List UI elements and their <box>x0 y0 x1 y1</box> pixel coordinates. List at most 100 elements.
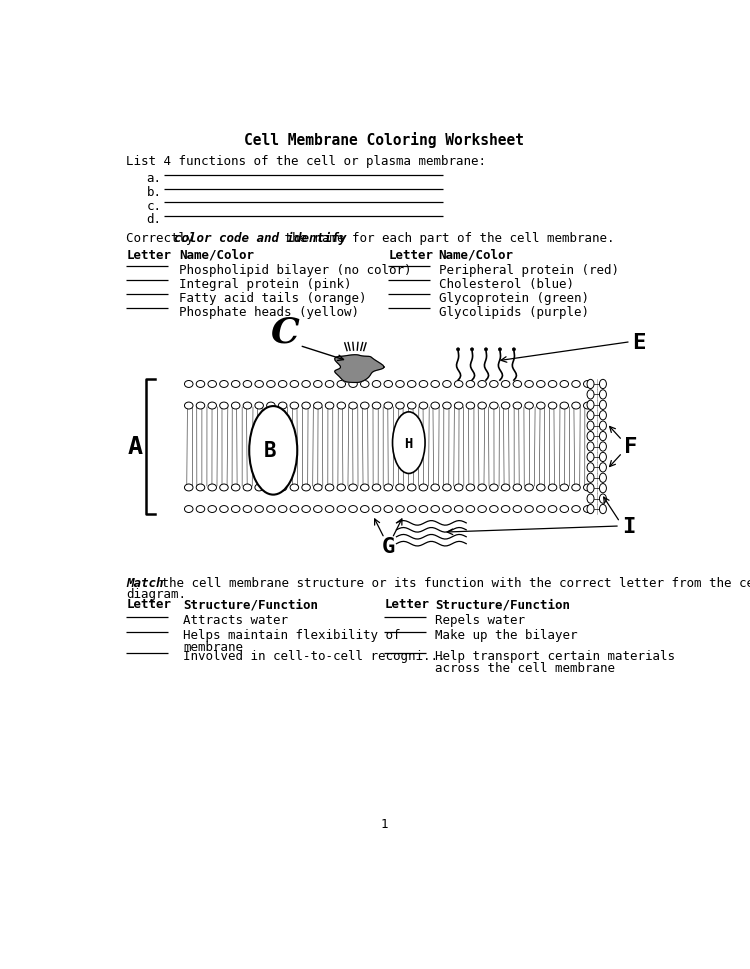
Ellipse shape <box>255 381 263 388</box>
Text: a.: a. <box>146 172 161 185</box>
Ellipse shape <box>208 484 217 491</box>
Ellipse shape <box>290 381 298 388</box>
Text: Letter: Letter <box>126 598 171 610</box>
Ellipse shape <box>587 411 594 421</box>
Ellipse shape <box>525 484 533 491</box>
Ellipse shape <box>490 506 498 513</box>
Ellipse shape <box>326 506 334 513</box>
Ellipse shape <box>267 381 275 388</box>
Ellipse shape <box>361 484 369 491</box>
Ellipse shape <box>349 381 357 388</box>
Ellipse shape <box>372 506 381 513</box>
Ellipse shape <box>326 484 334 491</box>
Ellipse shape <box>442 381 452 388</box>
Ellipse shape <box>584 484 592 491</box>
Ellipse shape <box>384 403 392 410</box>
Ellipse shape <box>314 506 322 513</box>
Ellipse shape <box>587 443 594 452</box>
Text: Fatty acid tails (orange): Fatty acid tails (orange) <box>179 292 367 304</box>
Ellipse shape <box>587 484 594 493</box>
Ellipse shape <box>501 484 510 491</box>
Ellipse shape <box>584 403 592 410</box>
Ellipse shape <box>267 403 275 410</box>
Ellipse shape <box>560 484 568 491</box>
Ellipse shape <box>361 403 369 410</box>
Ellipse shape <box>361 381 369 388</box>
Ellipse shape <box>396 403 404 410</box>
Ellipse shape <box>536 484 545 491</box>
Ellipse shape <box>466 381 475 388</box>
Ellipse shape <box>454 484 463 491</box>
Ellipse shape <box>337 484 346 491</box>
Ellipse shape <box>290 403 298 410</box>
Text: Make up the bilayer: Make up the bilayer <box>435 629 578 641</box>
Ellipse shape <box>184 506 193 513</box>
Ellipse shape <box>587 463 594 473</box>
Ellipse shape <box>525 381 533 388</box>
Ellipse shape <box>548 403 556 410</box>
Text: Cholesterol (blue): Cholesterol (blue) <box>439 278 574 291</box>
Ellipse shape <box>337 506 346 513</box>
Text: Helps maintain flexibility of: Helps maintain flexibility of <box>183 629 400 641</box>
Ellipse shape <box>587 432 594 441</box>
Ellipse shape <box>278 484 287 491</box>
Ellipse shape <box>196 403 205 410</box>
Ellipse shape <box>278 506 287 513</box>
Ellipse shape <box>384 506 392 513</box>
Ellipse shape <box>278 381 287 388</box>
Ellipse shape <box>220 506 228 513</box>
Ellipse shape <box>470 349 473 352</box>
Ellipse shape <box>572 506 580 513</box>
Ellipse shape <box>196 381 205 388</box>
Ellipse shape <box>396 506 404 513</box>
Ellipse shape <box>196 506 205 513</box>
Ellipse shape <box>501 381 510 388</box>
Text: Involved in cell-to-cell recogni...: Involved in cell-to-cell recogni... <box>183 649 446 663</box>
Ellipse shape <box>431 484 439 491</box>
Ellipse shape <box>466 484 475 491</box>
Text: Peripheral protein (red): Peripheral protein (red) <box>439 264 619 277</box>
Ellipse shape <box>278 403 287 410</box>
Ellipse shape <box>478 484 487 491</box>
Ellipse shape <box>587 494 594 504</box>
Ellipse shape <box>302 403 310 410</box>
Ellipse shape <box>587 453 594 462</box>
Ellipse shape <box>349 506 357 513</box>
Ellipse shape <box>599 380 607 390</box>
Ellipse shape <box>326 381 334 388</box>
Text: Letter: Letter <box>384 598 429 610</box>
Ellipse shape <box>372 484 381 491</box>
Text: Repels water: Repels water <box>435 613 525 626</box>
Text: Glycoprotein (green): Glycoprotein (green) <box>439 292 589 304</box>
Ellipse shape <box>243 381 252 388</box>
Ellipse shape <box>572 381 580 388</box>
Ellipse shape <box>372 381 381 388</box>
Ellipse shape <box>314 484 322 491</box>
Ellipse shape <box>396 484 404 491</box>
Text: Integral protein (pink): Integral protein (pink) <box>179 278 352 291</box>
Ellipse shape <box>513 403 521 410</box>
Text: b.: b. <box>146 185 161 199</box>
Ellipse shape <box>184 403 193 410</box>
Text: B: B <box>264 441 277 461</box>
Text: Letter: Letter <box>126 249 171 262</box>
Text: List 4 functions of the cell or plasma membrane:: List 4 functions of the cell or plasma m… <box>126 155 486 168</box>
Text: Help transport certain materials: Help transport certain materials <box>435 649 675 663</box>
Ellipse shape <box>220 381 228 388</box>
Ellipse shape <box>548 506 556 513</box>
Text: Match: Match <box>126 577 164 589</box>
Ellipse shape <box>560 506 568 513</box>
Ellipse shape <box>599 391 607 399</box>
Ellipse shape <box>337 403 346 410</box>
Ellipse shape <box>431 381 439 388</box>
Ellipse shape <box>512 349 515 352</box>
Ellipse shape <box>490 403 498 410</box>
Ellipse shape <box>466 403 475 410</box>
Ellipse shape <box>457 349 460 352</box>
Ellipse shape <box>255 484 263 491</box>
Ellipse shape <box>599 443 607 452</box>
Text: the cell membrane structure or its function with the correct letter from the cel: the cell membrane structure or its funct… <box>154 577 750 589</box>
Ellipse shape <box>499 349 502 352</box>
Ellipse shape <box>560 381 568 388</box>
Ellipse shape <box>396 381 404 388</box>
